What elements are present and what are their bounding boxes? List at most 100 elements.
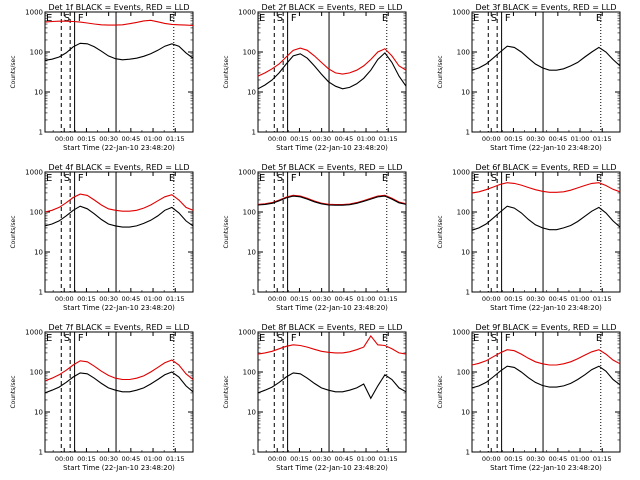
plot-frame: [257, 331, 407, 453]
series-line: [44, 359, 194, 382]
x-axis-label: Start Time (22-Jan-10 23:48:20): [276, 144, 388, 152]
event-marker-label: E: [259, 13, 265, 24]
plot-frame: [44, 171, 194, 293]
x-tick-label: 00:00: [482, 295, 501, 303]
y-tick-label: 1000: [25, 329, 43, 337]
x-tick-label: 00:15: [290, 455, 309, 463]
y-tick-label: 1: [466, 129, 470, 137]
event-marker-label: E: [169, 13, 175, 24]
x-tick-label: 00:00: [268, 455, 287, 463]
plot-frame: [471, 171, 621, 293]
plot-frame: [44, 331, 194, 453]
y-tick-label: 100: [30, 209, 43, 217]
plot-title: Det 8f BLACK = Events, RED = LLD: [261, 323, 402, 332]
series-line: [471, 205, 621, 231]
x-tick-label: 00:00: [268, 295, 287, 303]
y-axis-label: Counts/sec: [223, 215, 230, 248]
y-tick-label: 1000: [238, 9, 256, 17]
x-tick-label: 00:30: [99, 135, 118, 143]
event-marker-label: E: [596, 13, 602, 24]
x-tick-label: 01:15: [166, 295, 185, 303]
plot-panel-7: Det 7f BLACK = Events, RED = LLD Counts/s…: [10, 323, 194, 472]
y-tick-label: 1: [252, 449, 256, 457]
event-marker-label: E: [46, 333, 52, 344]
x-axis-label: Start Time (22-Jan-10 23:48:20): [490, 304, 602, 312]
plot-title: Det 7f BLACK = Events, RED = LLD: [48, 323, 189, 332]
event-marker-label: S: [491, 173, 497, 184]
y-tick-label: 100: [243, 369, 256, 377]
event-marker-label: E: [382, 13, 388, 24]
series-line: [257, 194, 407, 206]
series-line: [44, 193, 194, 213]
x-tick-label: 01:15: [379, 135, 398, 143]
x-tick-label: 01:00: [571, 135, 590, 143]
y-tick-label: 10: [461, 89, 470, 97]
event-marker-label: F: [505, 13, 511, 24]
y-tick-label: 10: [34, 249, 43, 257]
plot-title: Det 4f BLACK = Events, RED = LLD: [48, 163, 189, 172]
y-axis-label: Counts/sec: [10, 55, 17, 88]
y-tick-label: 1: [466, 289, 470, 297]
event-marker-label: E: [169, 173, 175, 184]
x-tick-label: 00:30: [312, 295, 331, 303]
x-tick-label: 00:45: [121, 455, 140, 463]
series-line: [471, 182, 621, 194]
event-marker-label: E: [46, 173, 52, 184]
series-line: [471, 45, 621, 71]
plot-panel-2: Det 2f BLACK = Events, RED = LLD Counts/s…: [223, 3, 407, 152]
x-tick-label: 00:45: [548, 135, 567, 143]
event-marker-label: E: [259, 333, 265, 344]
y-axis-label: Counts/sec: [437, 55, 444, 88]
event-marker-label: F: [78, 173, 84, 184]
series-line: [44, 205, 194, 228]
x-tick-label: 01:00: [357, 135, 376, 143]
x-tick-label: 00:00: [55, 455, 74, 463]
x-tick-label: 00:00: [268, 135, 287, 143]
y-tick-label: 1: [252, 289, 256, 297]
event-marker-label: S: [277, 173, 283, 184]
y-tick-label: 1000: [25, 169, 43, 177]
y-tick-label: 100: [457, 49, 470, 57]
x-tick-label: 00:45: [548, 295, 567, 303]
x-tick-label: 01:15: [379, 295, 398, 303]
plot-frame: [471, 11, 621, 133]
y-tick-label: 1: [252, 129, 256, 137]
event-marker-label: S: [64, 173, 70, 184]
y-tick-label: 100: [30, 369, 43, 377]
y-tick-label: 1000: [452, 169, 470, 177]
event-marker-label: E: [596, 333, 602, 344]
series-line: [257, 334, 407, 355]
x-tick-label: 00:30: [99, 455, 118, 463]
x-tick-label: 00:30: [312, 455, 331, 463]
plot-frame: [44, 11, 194, 133]
x-tick-label: 00:15: [504, 135, 523, 143]
series-line: [44, 42, 194, 61]
x-axis-label: Start Time (22-Jan-10 23:48:20): [63, 464, 175, 472]
y-tick-label: 1: [39, 449, 43, 457]
event-marker-label: S: [491, 13, 497, 24]
x-tick-label: 00:45: [334, 295, 353, 303]
y-tick-label: 100: [457, 209, 470, 217]
event-marker-label: E: [473, 333, 479, 344]
x-tick-label: 00:30: [99, 295, 118, 303]
plot-panel-1: Det 1f BLACK = Events, RED = LLD Counts/s…: [10, 3, 194, 152]
event-marker-label: S: [64, 13, 70, 24]
y-tick-label: 100: [243, 49, 256, 57]
plot-panel-8: Det 8f BLACK = Events, RED = LLD Counts/s…: [223, 323, 407, 472]
x-tick-label: 01:15: [593, 455, 612, 463]
x-tick-label: 00:30: [312, 135, 331, 143]
x-tick-label: 00:45: [121, 135, 140, 143]
series-line: [257, 195, 407, 206]
x-tick-label: 01:00: [144, 455, 163, 463]
plot-panel-6: Det 6f BLACK = Events, RED = LLD Counts/s…: [437, 163, 621, 312]
y-tick-label: 100: [457, 369, 470, 377]
x-tick-label: 00:15: [504, 295, 523, 303]
y-axis-label: Counts/sec: [437, 215, 444, 248]
event-marker-label: S: [491, 333, 497, 344]
x-tick-label: 00:45: [334, 135, 353, 143]
plot-panel-3: Det 3f BLACK = Events, RED = LLD Counts/s…: [437, 3, 621, 152]
x-axis-label: Start Time (22-Jan-10 23:48:20): [490, 144, 602, 152]
y-tick-label: 100: [30, 49, 43, 57]
event-marker-label: E: [473, 13, 479, 24]
x-tick-label: 01:15: [166, 135, 185, 143]
